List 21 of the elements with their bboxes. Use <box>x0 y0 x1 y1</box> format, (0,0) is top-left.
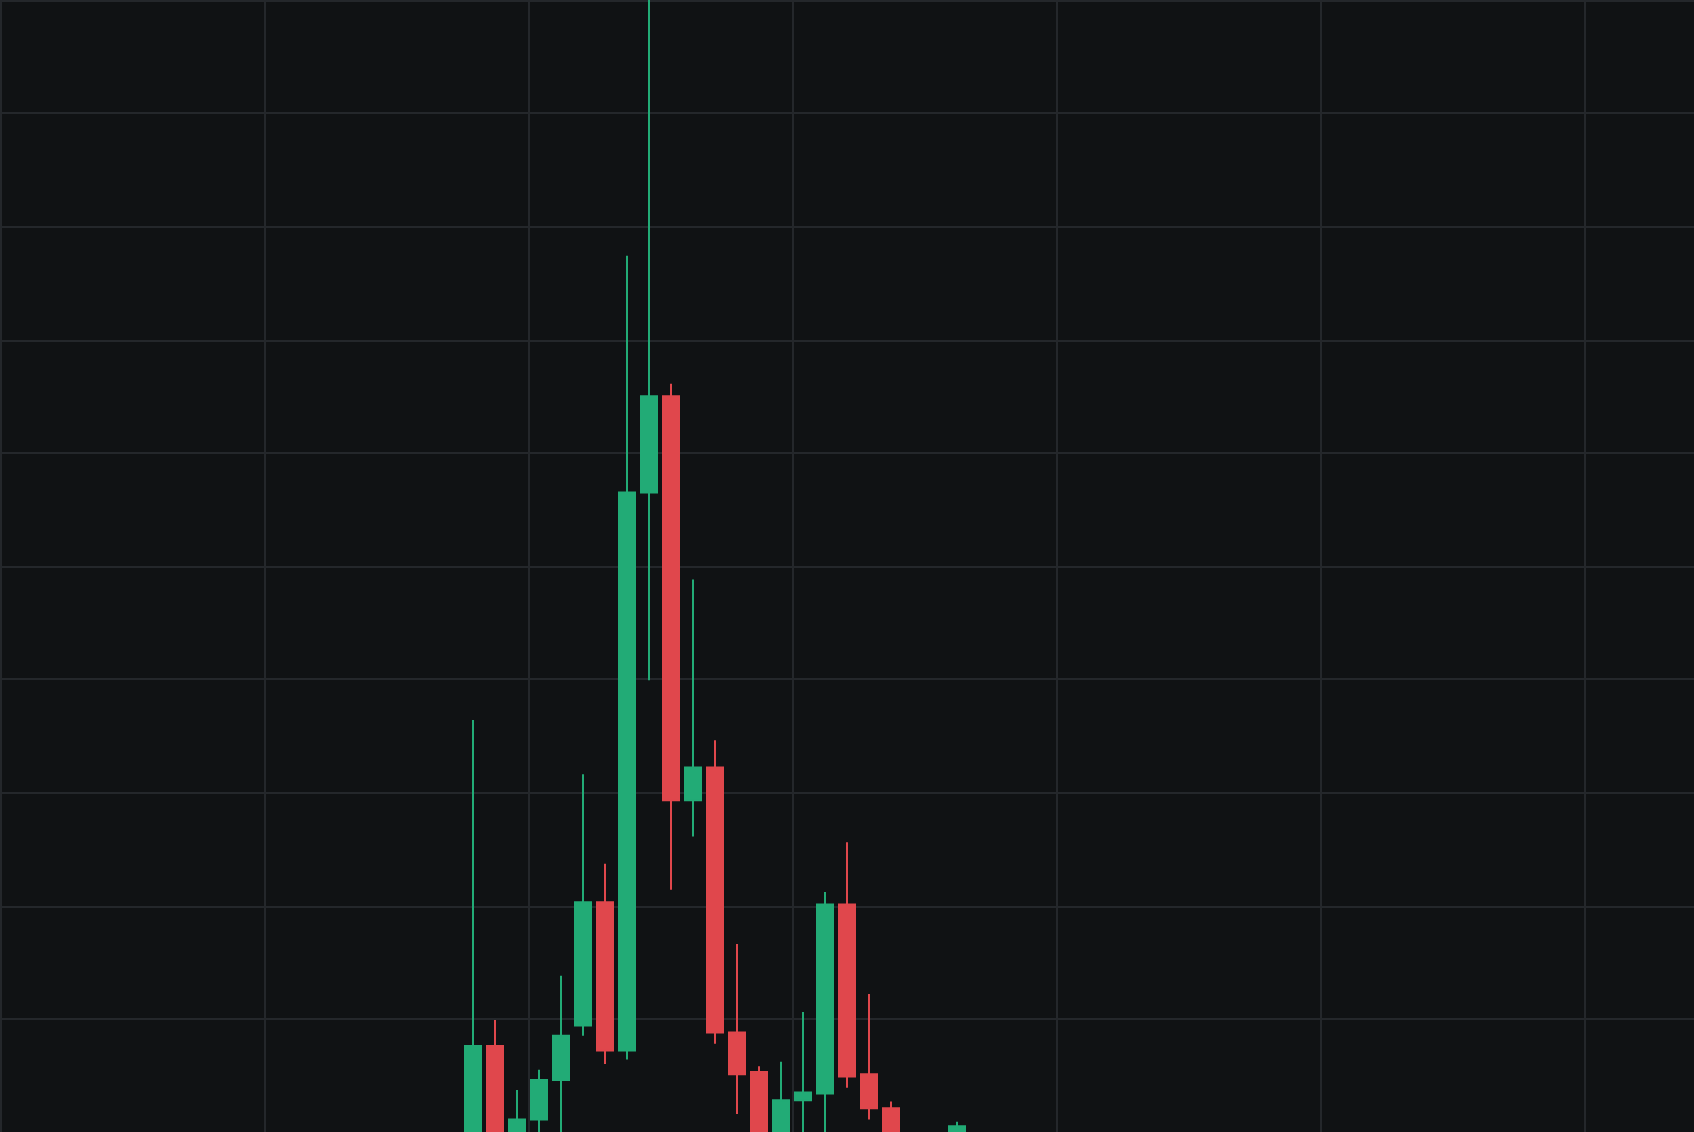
candlestick <box>706 739 724 1045</box>
candlestick <box>860 992 878 1121</box>
candlestick <box>882 1100 900 1132</box>
candlestick <box>508 1089 526 1132</box>
candlestick <box>662 382 680 891</box>
candlestick <box>794 1011 812 1132</box>
candlestick <box>684 578 702 838</box>
candlestick <box>750 1065 768 1132</box>
candlestick <box>574 773 592 1037</box>
candlestick <box>596 862 614 1066</box>
candlestick <box>486 1018 504 1132</box>
candlestick <box>816 891 834 1132</box>
candlestick <box>464 718 482 1132</box>
candlestick <box>640 0 658 682</box>
candlestick <box>838 841 856 1089</box>
candlestick <box>618 254 636 1061</box>
candlestick <box>728 943 746 1115</box>
candlestick <box>552 974 570 1132</box>
candlestick <box>772 1060 790 1132</box>
candlestick <box>530 1068 548 1132</box>
candlestick <box>948 1120 966 1132</box>
